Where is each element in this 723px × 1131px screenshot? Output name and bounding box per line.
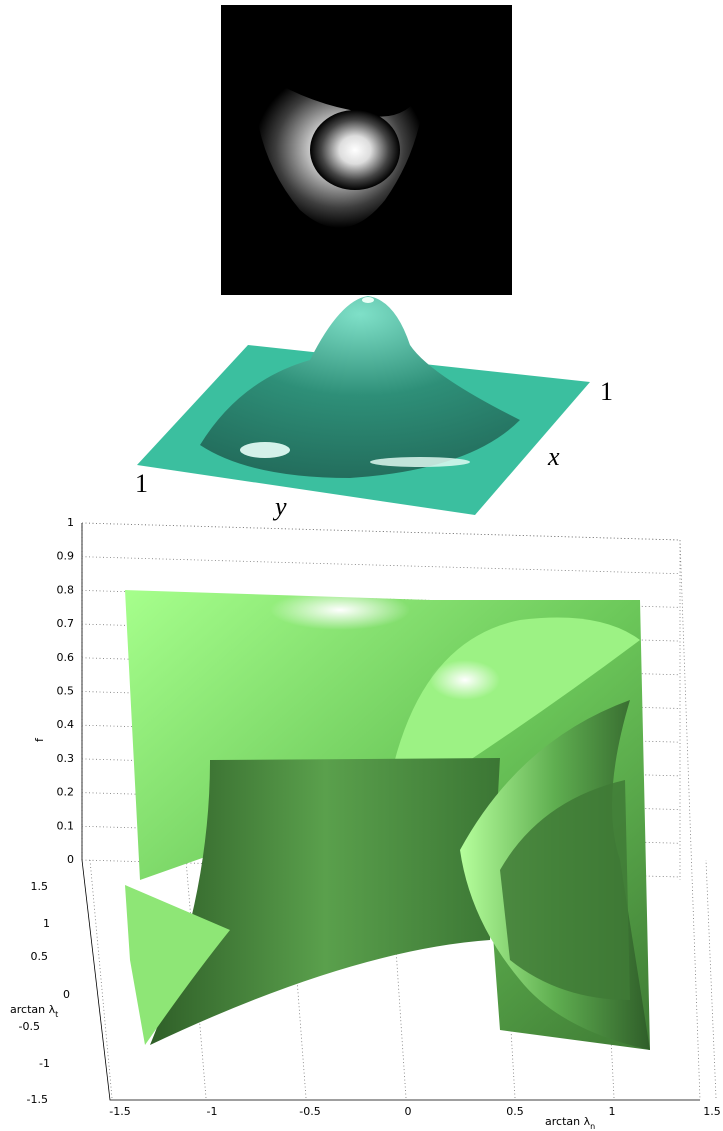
x-tick-label: 0 [405, 1105, 412, 1118]
x-axis-label: arctan λn [545, 1115, 595, 1131]
x-tick-label: 0.5 [506, 1105, 524, 1118]
grid-line [81, 556, 681, 575]
y-tick-label: -1.5 [27, 1093, 48, 1106]
y-tick-label: 1.5 [31, 880, 49, 893]
grid-line [89, 859, 113, 1099]
z-tick-label: 1 [67, 516, 74, 529]
x-label: x [547, 442, 560, 471]
x-tick-label: -1 [207, 1105, 218, 1118]
grid-line [389, 859, 407, 1099]
z-tick-label: 0.3 [57, 752, 75, 765]
grid-line [81, 522, 681, 541]
y-tick-label: 0.5 [31, 950, 49, 963]
y-axis-label-sub: t [55, 1010, 58, 1019]
x-tick-label: -0.5 [299, 1105, 320, 1118]
z-tick-label: 0 [67, 853, 74, 866]
y-tick-label: -1 [39, 1057, 50, 1070]
x-tick-label: 1 [609, 1105, 616, 1118]
grid-line [705, 859, 717, 1099]
tick-labels: 1 0.9 0.8 0.7 0.6 0.5 0.4 0.3 0.2 0.1 0 1.5 1 0.5 0 -0.… [19, 516, 721, 1118]
isosurface [125, 590, 650, 1050]
y-tick-label: -0.5 [19, 1020, 40, 1033]
y-tick-label: 0 [63, 988, 70, 1001]
z-tick-label: 0.1 [57, 819, 75, 832]
z-tick-label: 0.6 [57, 651, 75, 664]
z-tick-label: 0.7 [57, 617, 75, 630]
y-tick-label: 1 [43, 917, 50, 930]
x-end-label: 1 [600, 377, 613, 406]
z-label: f [33, 737, 46, 742]
z-tick-label: 0.8 [57, 583, 75, 596]
z-tick-label: 0.2 [57, 786, 75, 799]
y-end-label: 1 [135, 469, 148, 498]
surface [137, 296, 590, 515]
z-tick-label: 0.4 [57, 718, 75, 731]
x-tick-label: -1.5 [109, 1105, 130, 1118]
y-axis-label: arctan λt [10, 1003, 58, 1019]
x-axis-label-main: arctan λ [545, 1115, 591, 1128]
y-label: y [272, 492, 287, 521]
z-tick-label: 0.9 [57, 550, 75, 563]
x-axis-label-sub: n [590, 1122, 595, 1131]
z-tick-label: 0.5 [57, 685, 75, 698]
y-axis-label-main: arctan λ [10, 1003, 56, 1016]
x-tick-label: 1.5 [703, 1105, 721, 1118]
density-peak [310, 110, 400, 190]
